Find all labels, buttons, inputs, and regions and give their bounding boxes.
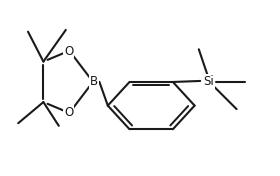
- Text: B: B: [90, 75, 98, 88]
- Text: O: O: [64, 45, 73, 58]
- Text: Si: Si: [203, 75, 214, 88]
- Text: O: O: [64, 106, 73, 119]
